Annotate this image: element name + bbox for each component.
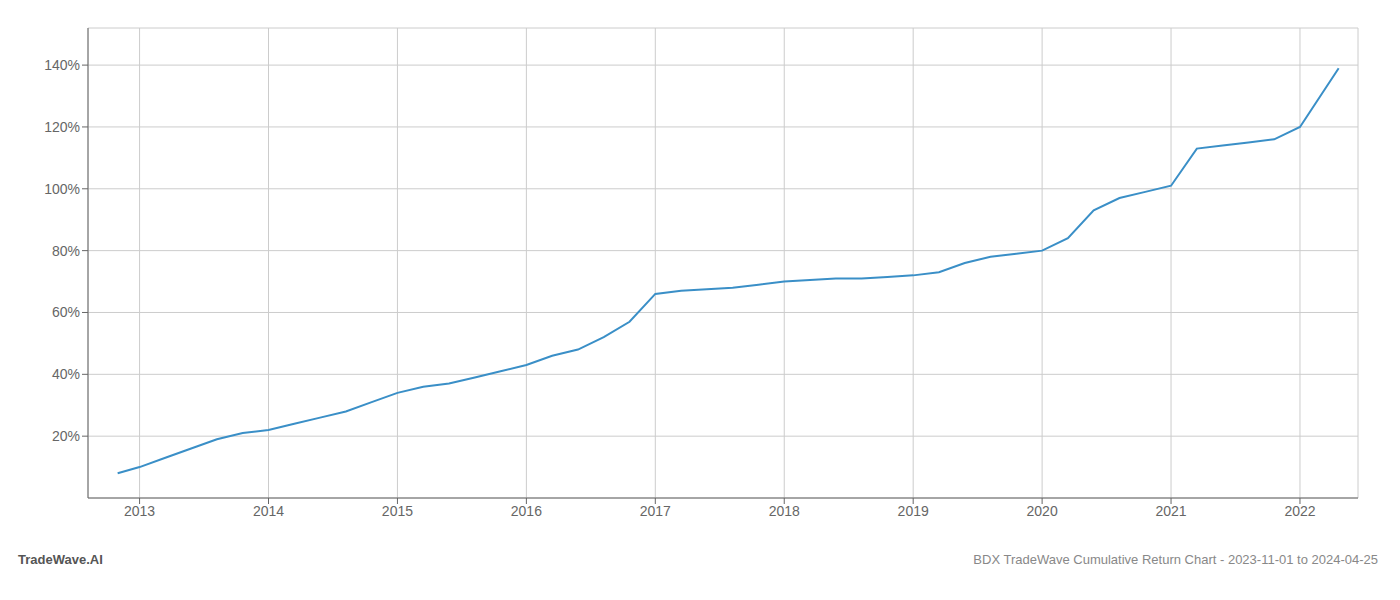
svg-text:120%: 120% — [44, 119, 80, 135]
svg-text:2015: 2015 — [382, 503, 413, 519]
svg-text:2017: 2017 — [640, 503, 671, 519]
svg-text:140%: 140% — [44, 57, 80, 73]
svg-text:20%: 20% — [52, 428, 80, 444]
svg-text:2013: 2013 — [124, 503, 155, 519]
svg-text:2021: 2021 — [1155, 503, 1186, 519]
svg-text:80%: 80% — [52, 243, 80, 259]
html-text:BDX TradeWave Cumulative Retur: BDX TradeWave Cumulative Return Chart - … — [973, 552, 1378, 567]
svg-text:2019: 2019 — [898, 503, 929, 519]
svg-text:2018: 2018 — [769, 503, 800, 519]
svg-text:60%: 60% — [52, 304, 80, 320]
svg-text:2016: 2016 — [511, 503, 542, 519]
svg-text:40%: 40% — [52, 366, 80, 382]
svg-text:2022: 2022 — [1284, 503, 1315, 519]
svg-text:2020: 2020 — [1027, 503, 1058, 519]
html-text:TradeWave.AI: TradeWave.AI — [18, 552, 103, 567]
svg-text:100%: 100% — [44, 181, 80, 197]
svg-text:2014: 2014 — [253, 503, 284, 519]
